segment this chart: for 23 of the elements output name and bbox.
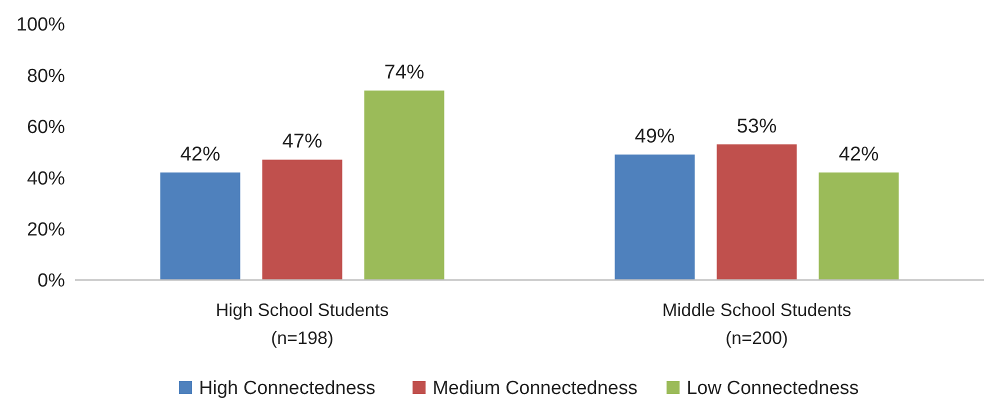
legend-label: High Connectedness	[199, 378, 376, 399]
data-label: 53%	[736, 115, 777, 138]
y-tick-label: 60%	[26, 117, 66, 138]
data-label: 74%	[384, 62, 424, 84]
y-tick-label: 100%	[16, 14, 66, 36]
data-label: 42%	[838, 143, 879, 166]
y-tick-label: 20%	[26, 219, 66, 240]
data-label: 42%	[180, 143, 220, 166]
bar	[818, 172, 899, 280]
bar	[160, 172, 240, 280]
y-tick-label: 0%	[38, 270, 66, 292]
x-tick-label: High School Students (n=198)	[216, 300, 389, 348]
data-label: 49%	[634, 126, 675, 148]
bar	[364, 90, 444, 280]
y-tick-label: 80%	[26, 66, 66, 87]
data-label: 47%	[282, 130, 322, 153]
legend-label: Low Connectedness	[686, 378, 859, 399]
bar	[262, 160, 342, 280]
bar	[614, 154, 695, 280]
x-tick-label: Middle School Students (n=200)	[662, 300, 852, 348]
y-tick-label: 40%	[26, 168, 66, 190]
bar	[716, 144, 797, 280]
legend-label: Medium Connectedness	[432, 378, 638, 399]
